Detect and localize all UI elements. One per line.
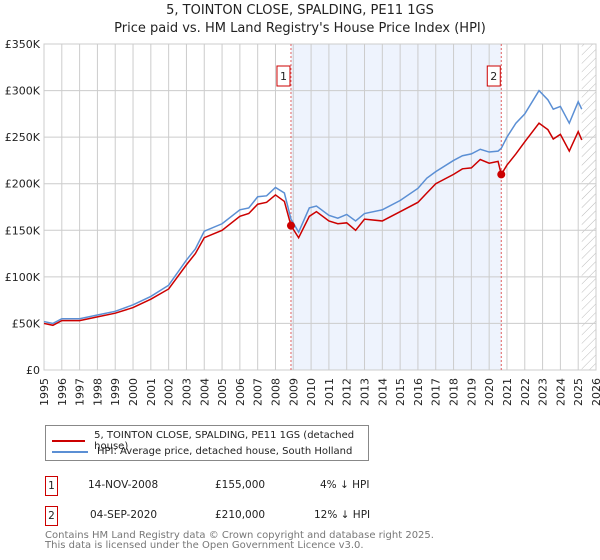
x-tick-label: 1995 (38, 378, 51, 406)
y-tick-label: £250K (5, 131, 41, 144)
x-tick-label: 2010 (305, 378, 318, 406)
x-tick-label: 2022 (519, 378, 532, 406)
price-chart: 1995 1996 1997 1998 1999 2000 2001 2002 2003 2004… (5, 38, 600, 406)
legend-label: HPI: Average price, detached house, Sout… (97, 446, 353, 457)
x-tick-label: 2009 (287, 378, 300, 406)
series-line (43, 89, 583, 325)
x-tick-label: 2000 (127, 378, 140, 406)
transaction-hpi-diff: 12% ↓ HPI (314, 509, 371, 521)
series-line (43, 122, 583, 327)
x-tick-label: 1996 (56, 378, 69, 406)
sale-label-box (276, 65, 291, 87)
shaded-period (290, 44, 502, 370)
y-tick-label: £0 (26, 364, 40, 377)
legend-item-property: 5, TOINTON CLOSE, SPALDING, PE11 1GS (de… (52, 430, 368, 452)
legend-swatch (52, 440, 86, 442)
footer-licence: This data is licensed under the Open Gov… (45, 540, 364, 551)
x-tick-label: 2013 (359, 378, 372, 406)
transaction-marker: 2 (45, 506, 58, 526)
footer: Contains HM Land Registry data © Crown c… (45, 531, 434, 551)
legend-label: 5, TOINTON CLOSE, SPALDING, PE11 1GS (de… (94, 430, 355, 452)
transaction-row: 2 04-SEP-2020 £210,000 12% ↓ HPI (45, 506, 445, 526)
x-tick-label: 2011 (323, 378, 336, 406)
forecast-hatch (581, 44, 596, 370)
x-tick-label: 2003 (180, 378, 193, 406)
x-tick-label: 2005 (216, 378, 229, 406)
chart-subtitle: Price paid vs. HM Land Registry's House … (114, 21, 486, 36)
y-tick-label: £150K (5, 224, 41, 237)
y-tick-label: £350K (5, 38, 41, 51)
transaction-row: 1 14-NOV-2008 £155,000 4% ↓ HPI (45, 476, 445, 496)
x-tick-label: 2002 (163, 378, 176, 406)
sale-point (286, 221, 295, 230)
legend-swatch (52, 450, 88, 453)
x-tick-label: 2019 (465, 378, 478, 406)
transaction-marker: 1 (45, 476, 58, 496)
sale-point (497, 170, 506, 179)
transaction-date: 14-NOV-2008 (88, 479, 159, 491)
transaction-price: £210,000 (215, 509, 266, 521)
x-tick-label: 2001 (145, 378, 158, 406)
transaction-date: 04-SEP-2020 (90, 509, 158, 521)
transaction-price: £155,000 (215, 479, 266, 491)
x-tick-label: 2016 (412, 378, 425, 406)
legend-item-hpi: HPI: Average price, detached house, Sout… (52, 446, 352, 457)
x-tick-label: 2004 (198, 378, 211, 406)
chart-title: 5, TOINTON CLOSE, SPALDING, PE11 1GS (166, 3, 434, 18)
x-tick-label: 2007 (252, 378, 265, 406)
x-tick-label: 2015 (394, 378, 407, 406)
sale-label: 1 (280, 70, 287, 83)
plot-frame (43, 43, 597, 371)
y-tick-label: £100K (5, 271, 41, 284)
x-tick-label: 2017 (430, 378, 443, 406)
x-tick-label: 2023 (537, 378, 550, 406)
legend: 5, TOINTON CLOSE, SPALDING, PE11 1GS (de… (45, 425, 369, 461)
x-tick-label: 2021 (501, 378, 514, 406)
x-tick-label: 2012 (341, 378, 354, 406)
x-tick-label: 1997 (74, 378, 87, 406)
x-tick-label: 2018 (448, 378, 461, 406)
x-tick-label: 2014 (376, 378, 389, 406)
x-tick-label: 2025 (572, 378, 585, 406)
x-tick-label: 2006 (234, 378, 247, 406)
x-tick-label: 2026 (590, 378, 600, 406)
y-tick-label: £200K (5, 178, 41, 191)
transaction-hpi-diff: 4% ↓ HPI (320, 479, 370, 491)
sale-label-box (486, 65, 501, 87)
x-tick-label: 2020 (483, 378, 496, 406)
x-tick-label: 1998 (91, 378, 104, 406)
x-tick-label: 1999 (109, 378, 122, 406)
x-tick-label: 2008 (269, 378, 282, 406)
footer-copyright: Contains HM Land Registry data © Crown c… (45, 530, 434, 541)
x-tick-label: 2024 (554, 378, 567, 406)
y-tick-label: £50K (12, 317, 41, 330)
sale-label: 2 (490, 70, 497, 83)
y-tick-label: £300K (5, 85, 41, 98)
